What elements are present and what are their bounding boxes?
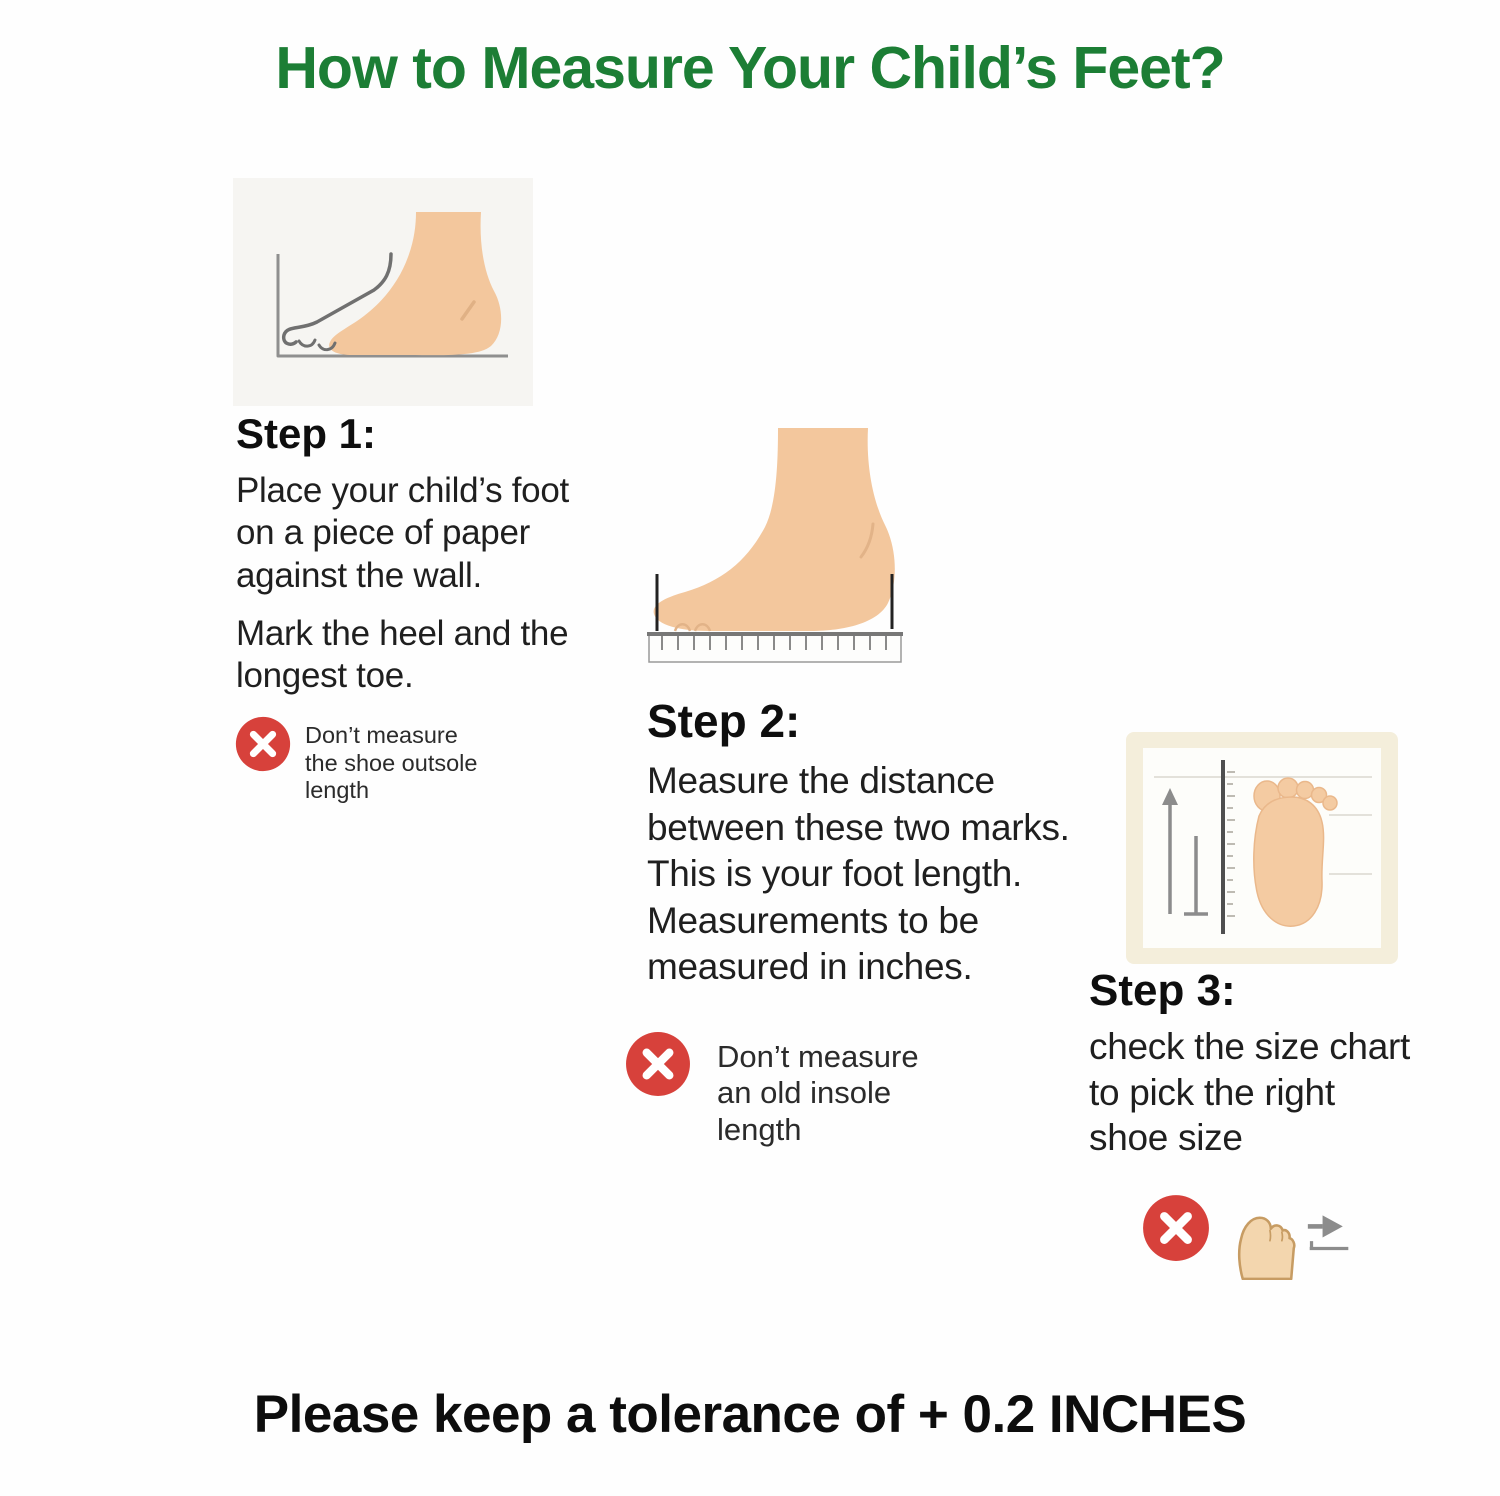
step1-heading: Step 1: [236, 410, 377, 457]
arrow-right-icon [1306, 1208, 1352, 1259]
step2-section: Step 2: Measure the distance between the… [647, 694, 1117, 1007]
foot-against-wall-illustration [233, 178, 533, 406]
step1-instruction-2: Mark the heel and the longest toe. [236, 614, 569, 696]
step3-heading: Step 3: [1089, 966, 1236, 1015]
step1-section: Step 1: Place your child’s foot on a pie… [236, 410, 576, 714]
step2-heading: Step 2: [647, 695, 801, 747]
step3-instruction-1: check the size chart to pick the right s… [1089, 1026, 1410, 1158]
page-title: How to Measure Your Child’s Feet? [275, 35, 1225, 101]
step2-warning-text: Don’t measure an old insole length [717, 1039, 919, 1147]
x-circle-icon [625, 1031, 691, 1102]
foot-size-chart-illustration [1126, 732, 1398, 964]
step3-section: Step 3: check the size chart to pick the… [1089, 966, 1429, 1177]
step2-instruction-1: Measure the distance between these two m… [647, 760, 1070, 988]
step2-warning: Don’t measure an old insole length [625, 1031, 919, 1148]
step3-warning [1142, 1194, 1352, 1285]
foot-toes-icon [1230, 1198, 1298, 1285]
x-circle-icon [235, 716, 291, 777]
tolerance-note: Please keep a tolerance of + 0.2 INCHES [253, 1385, 1247, 1444]
x-circle-icon [1142, 1194, 1210, 1267]
foot-on-ruler-illustration [628, 424, 923, 672]
step1-instruction-1: Place your child’s foot on a piece of pa… [236, 471, 569, 595]
step1-warning-text: Don’t measure the shoe outsole length [305, 722, 478, 804]
step1-warning: Don’t measure the shoe outsole length [235, 716, 477, 805]
